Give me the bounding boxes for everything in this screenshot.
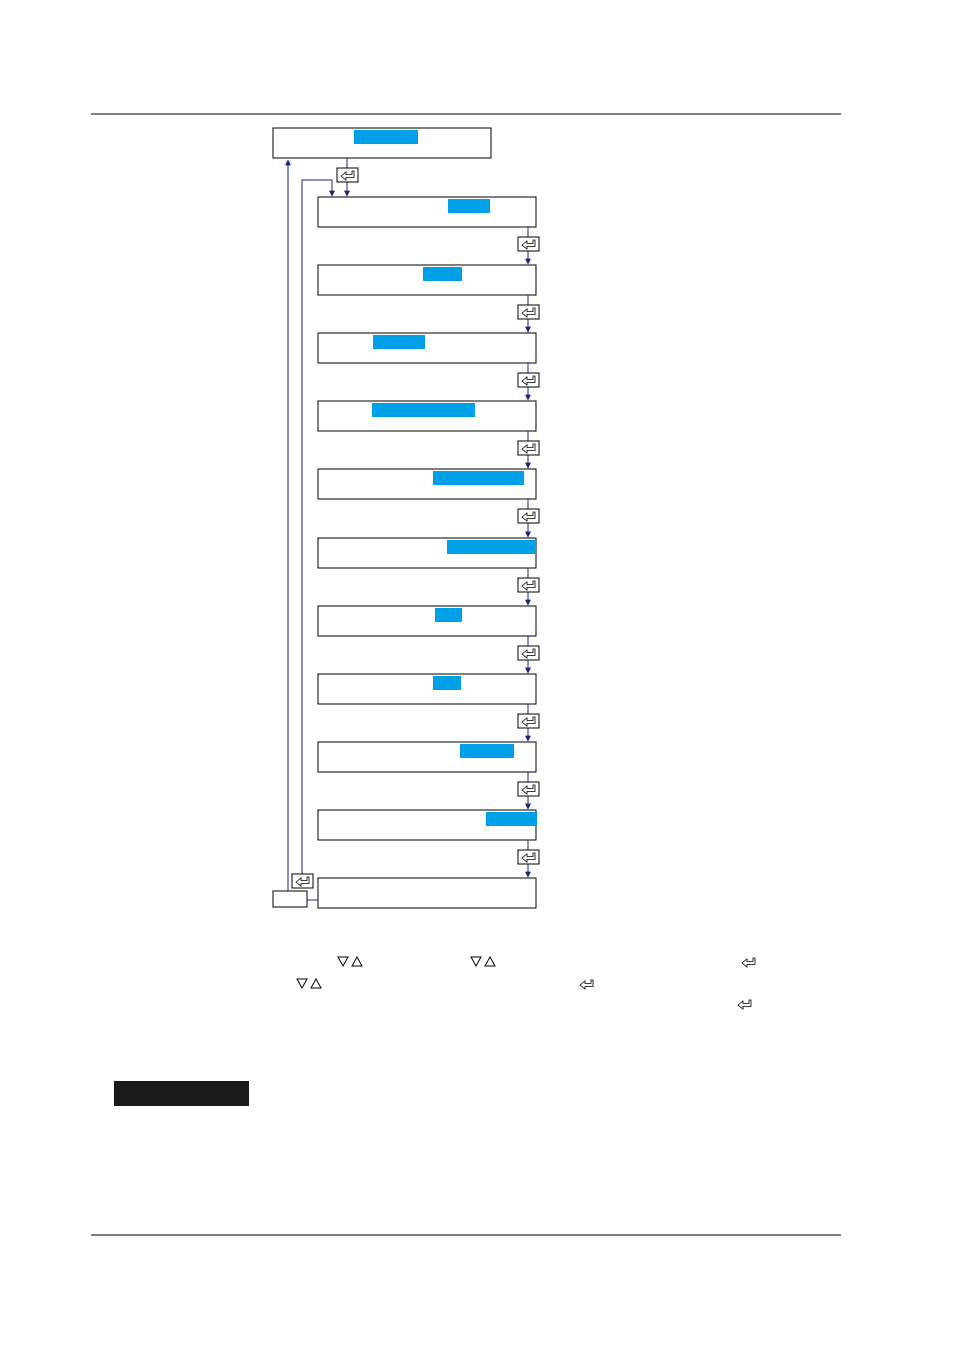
highlight — [460, 744, 514, 758]
highlight — [373, 335, 425, 349]
menu-box — [317, 196, 537, 228]
enter-key — [517, 645, 540, 661]
updown-keys — [296, 978, 322, 989]
steps — [317, 196, 540, 909]
key-box — [272, 890, 308, 908]
enter-key — [517, 304, 540, 320]
enter-key — [517, 713, 540, 729]
enter-key — [517, 577, 540, 593]
highlight — [433, 676, 461, 690]
section-label — [114, 1081, 249, 1106]
updown-keys — [470, 956, 496, 967]
menu-box — [317, 332, 537, 364]
menu-box — [317, 877, 537, 909]
highlight — [448, 199, 490, 213]
menu-box — [317, 605, 537, 637]
highlight — [433, 471, 524, 485]
highlight — [423, 267, 462, 281]
enter-key — [336, 167, 359, 183]
enter-key — [517, 849, 540, 865]
highlight — [447, 540, 535, 554]
highlight — [354, 130, 418, 144]
enter-symbol — [579, 979, 594, 990]
enter-key — [517, 440, 540, 456]
highlight — [486, 812, 537, 826]
highlight — [372, 403, 475, 417]
enter-key — [291, 873, 314, 889]
enter-symbol — [737, 999, 752, 1010]
enter-symbol — [741, 957, 756, 968]
highlight — [435, 608, 462, 622]
updown-keys — [337, 956, 363, 967]
enter-key — [517, 781, 540, 797]
menu-box — [317, 673, 537, 705]
enter-key — [517, 236, 540, 252]
enter-key — [517, 508, 540, 524]
enter-key — [517, 372, 540, 388]
